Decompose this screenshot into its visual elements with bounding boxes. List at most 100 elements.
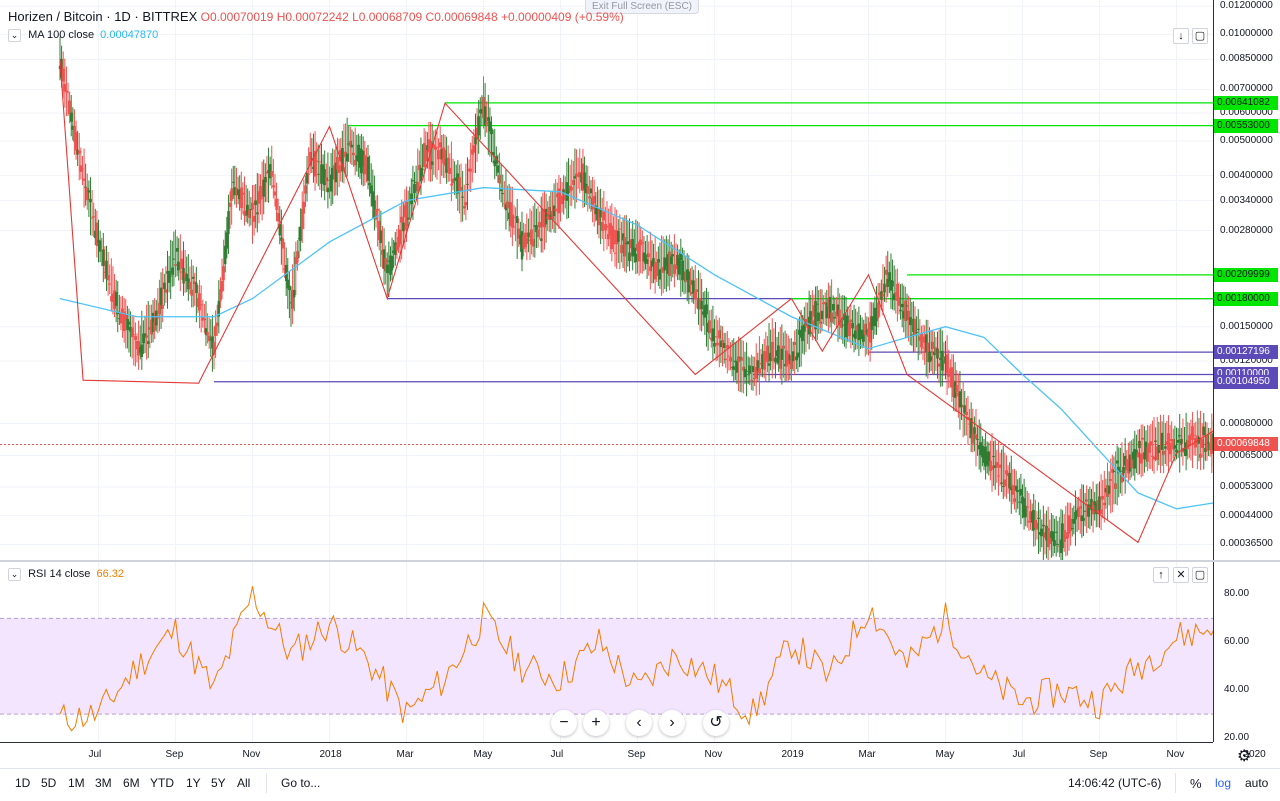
candle-body bbox=[1144, 441, 1148, 455]
maximize-pane-icon[interactable]: ▢ bbox=[1192, 567, 1208, 583]
close-pane-icon[interactable]: ✕ bbox=[1173, 567, 1189, 583]
range-1d-button[interactable]: 1D bbox=[15, 776, 31, 790]
candle-body bbox=[453, 178, 456, 180]
range-5d-button[interactable]: 5D bbox=[41, 776, 57, 790]
zoom-in-button[interactable]: + bbox=[583, 710, 609, 736]
candle-body bbox=[567, 189, 570, 194]
gear-icon[interactable]: ⚙ bbox=[1237, 748, 1252, 765]
candle-body bbox=[318, 161, 322, 163]
ma-legend[interactable]: ⌄ MA 100 close 0.00047870 bbox=[8, 29, 158, 42]
exit-fullscreen-tip[interactable]: Exit Full Screen (ESC) bbox=[585, 0, 699, 14]
candle-body bbox=[244, 214, 248, 216]
candle-body bbox=[206, 332, 209, 336]
candle-body bbox=[317, 173, 320, 175]
candle-body bbox=[692, 280, 695, 294]
reset-chart-button[interactable]: ↺ bbox=[703, 710, 729, 736]
price-axis[interactable]: 0.01200000 0.01000000 0.00850000 0.00700000… bbox=[1213, 0, 1280, 560]
rsi-legend[interactable]: ⌄ RSI 14 close 66.32 bbox=[8, 568, 124, 581]
candle-body bbox=[1181, 447, 1185, 453]
candle-body bbox=[1005, 470, 1008, 475]
time-tick-label: May bbox=[473, 749, 493, 760]
candle-body bbox=[1079, 506, 1082, 509]
auto-toggle[interactable]: auto bbox=[1245, 776, 1269, 790]
candle-body bbox=[122, 311, 126, 332]
range-ytd-button[interactable]: YTD bbox=[150, 776, 174, 790]
candle-body bbox=[345, 153, 349, 162]
level-price-tag: 0.00553000 bbox=[1214, 118, 1278, 133]
candle-body bbox=[929, 356, 933, 361]
percent-toggle[interactable]: % bbox=[1190, 776, 1202, 791]
candle-body bbox=[1202, 426, 1205, 436]
candle-body bbox=[907, 310, 910, 321]
candle-body bbox=[1056, 543, 1059, 545]
candle-body bbox=[334, 162, 338, 183]
candle-body bbox=[119, 312, 123, 324]
candle-body bbox=[843, 313, 846, 321]
price-chart[interactable] bbox=[0, 0, 1213, 560]
candle-body bbox=[233, 187, 237, 196]
candle-body bbox=[219, 289, 222, 302]
candle-body bbox=[750, 380, 753, 382]
candle-body bbox=[613, 252, 617, 254]
log-toggle[interactable]: log bbox=[1215, 776, 1232, 790]
candle-body bbox=[645, 258, 649, 264]
candle-body bbox=[291, 290, 294, 309]
candle-body bbox=[859, 330, 862, 333]
zoom-out-button[interactable]: − bbox=[551, 710, 577, 736]
rsi-axis[interactable]: 80.00 60.00 40.00 20.00 bbox=[1213, 562, 1280, 743]
candle-body bbox=[1093, 501, 1096, 506]
candle-body bbox=[207, 335, 211, 342]
range-3m-button[interactable]: 3M bbox=[95, 776, 112, 790]
range-all-button[interactable]: All bbox=[237, 776, 251, 790]
rsi-chart[interactable] bbox=[0, 562, 1213, 742]
move-up-icon[interactable]: ↑ bbox=[1153, 567, 1169, 583]
chevron-down-icon[interactable]: ⌄ bbox=[8, 29, 21, 42]
candle-body bbox=[466, 183, 469, 185]
range-1y-button[interactable]: 1Y bbox=[186, 776, 201, 790]
scroll-right-button[interactable]: › bbox=[659, 710, 685, 736]
candle-body bbox=[1157, 444, 1161, 453]
candle-body bbox=[447, 157, 450, 170]
candle-body bbox=[536, 229, 540, 238]
goto-button[interactable]: Go to... bbox=[281, 776, 321, 790]
candle-body bbox=[655, 261, 658, 276]
candle-body bbox=[1183, 448, 1186, 451]
candle-body bbox=[631, 239, 634, 257]
scroll-left-button[interactable]: ‹ bbox=[626, 710, 652, 736]
range-5y-button[interactable]: 5Y bbox=[211, 776, 226, 790]
candle-body bbox=[777, 345, 780, 364]
time-axis[interactable]: Jul Sep Nov 2018 Mar May Jul Sep Nov 2019 Mar May Ju… bbox=[0, 742, 1266, 769]
candle-body bbox=[432, 144, 435, 149]
candle-body bbox=[406, 217, 410, 220]
range-1m-button[interactable]: 1M bbox=[68, 776, 85, 790]
candle-body bbox=[806, 326, 809, 328]
candle-body bbox=[487, 117, 490, 122]
range-6m-button[interactable]: 6M bbox=[123, 776, 140, 790]
candle-body bbox=[977, 445, 981, 450]
candle-body bbox=[1175, 449, 1178, 453]
candle-body bbox=[540, 238, 543, 241]
candle-body bbox=[169, 275, 172, 277]
chevron-down-icon[interactable]: ⌄ bbox=[8, 568, 21, 581]
maximize-pane-icon[interactable]: ▢ bbox=[1192, 28, 1208, 44]
candle-body bbox=[1152, 456, 1156, 460]
candle-body bbox=[389, 255, 392, 275]
candle-body bbox=[552, 205, 556, 217]
candle-body bbox=[560, 195, 564, 205]
candle-body bbox=[62, 68, 65, 82]
candle-body bbox=[700, 300, 703, 310]
candle-body bbox=[79, 165, 83, 172]
candle-body bbox=[1207, 442, 1210, 444]
move-down-icon[interactable]: ↓ bbox=[1173, 28, 1189, 44]
candle-body bbox=[1043, 532, 1047, 538]
candle-body bbox=[819, 321, 822, 324]
candle-body bbox=[684, 271, 687, 283]
candle-body bbox=[963, 405, 966, 414]
candle-body bbox=[945, 354, 949, 374]
candle-body bbox=[98, 240, 102, 252]
candle-body bbox=[264, 176, 267, 183]
pane-separator[interactable] bbox=[0, 560, 1280, 562]
candle-body bbox=[512, 226, 516, 228]
candle-body bbox=[249, 208, 253, 210]
candle-body bbox=[758, 368, 761, 374]
